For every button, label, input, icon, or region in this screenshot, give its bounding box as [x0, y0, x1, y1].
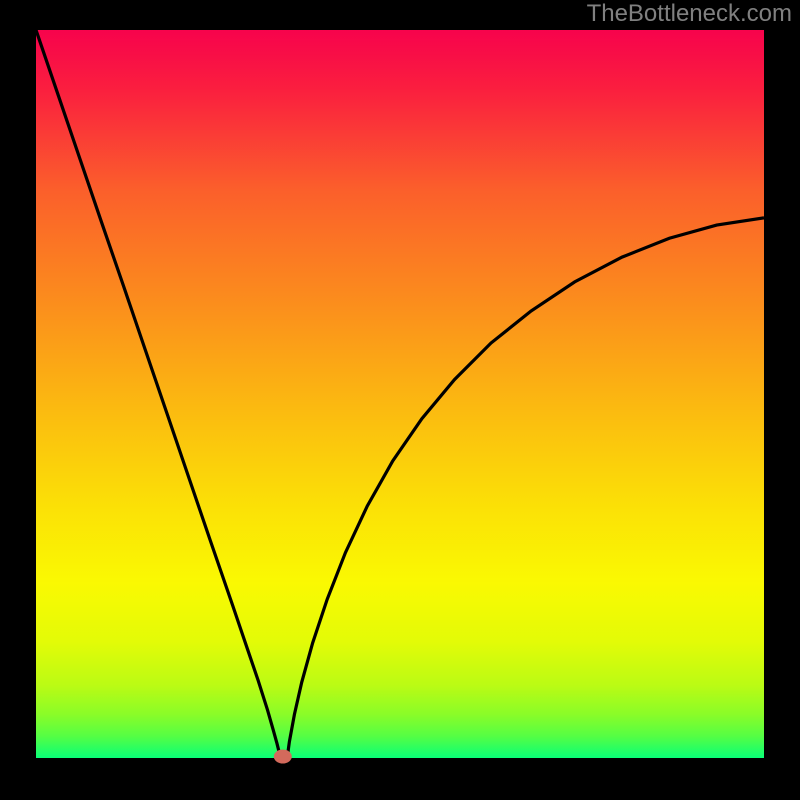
attribution-text: TheBottleneck.com — [587, 0, 792, 28]
bottleneck-chart — [0, 0, 800, 800]
bottleneck-marker — [274, 750, 292, 764]
plot-background — [36, 30, 764, 758]
stage: TheBottleneck.com — [0, 0, 800, 800]
